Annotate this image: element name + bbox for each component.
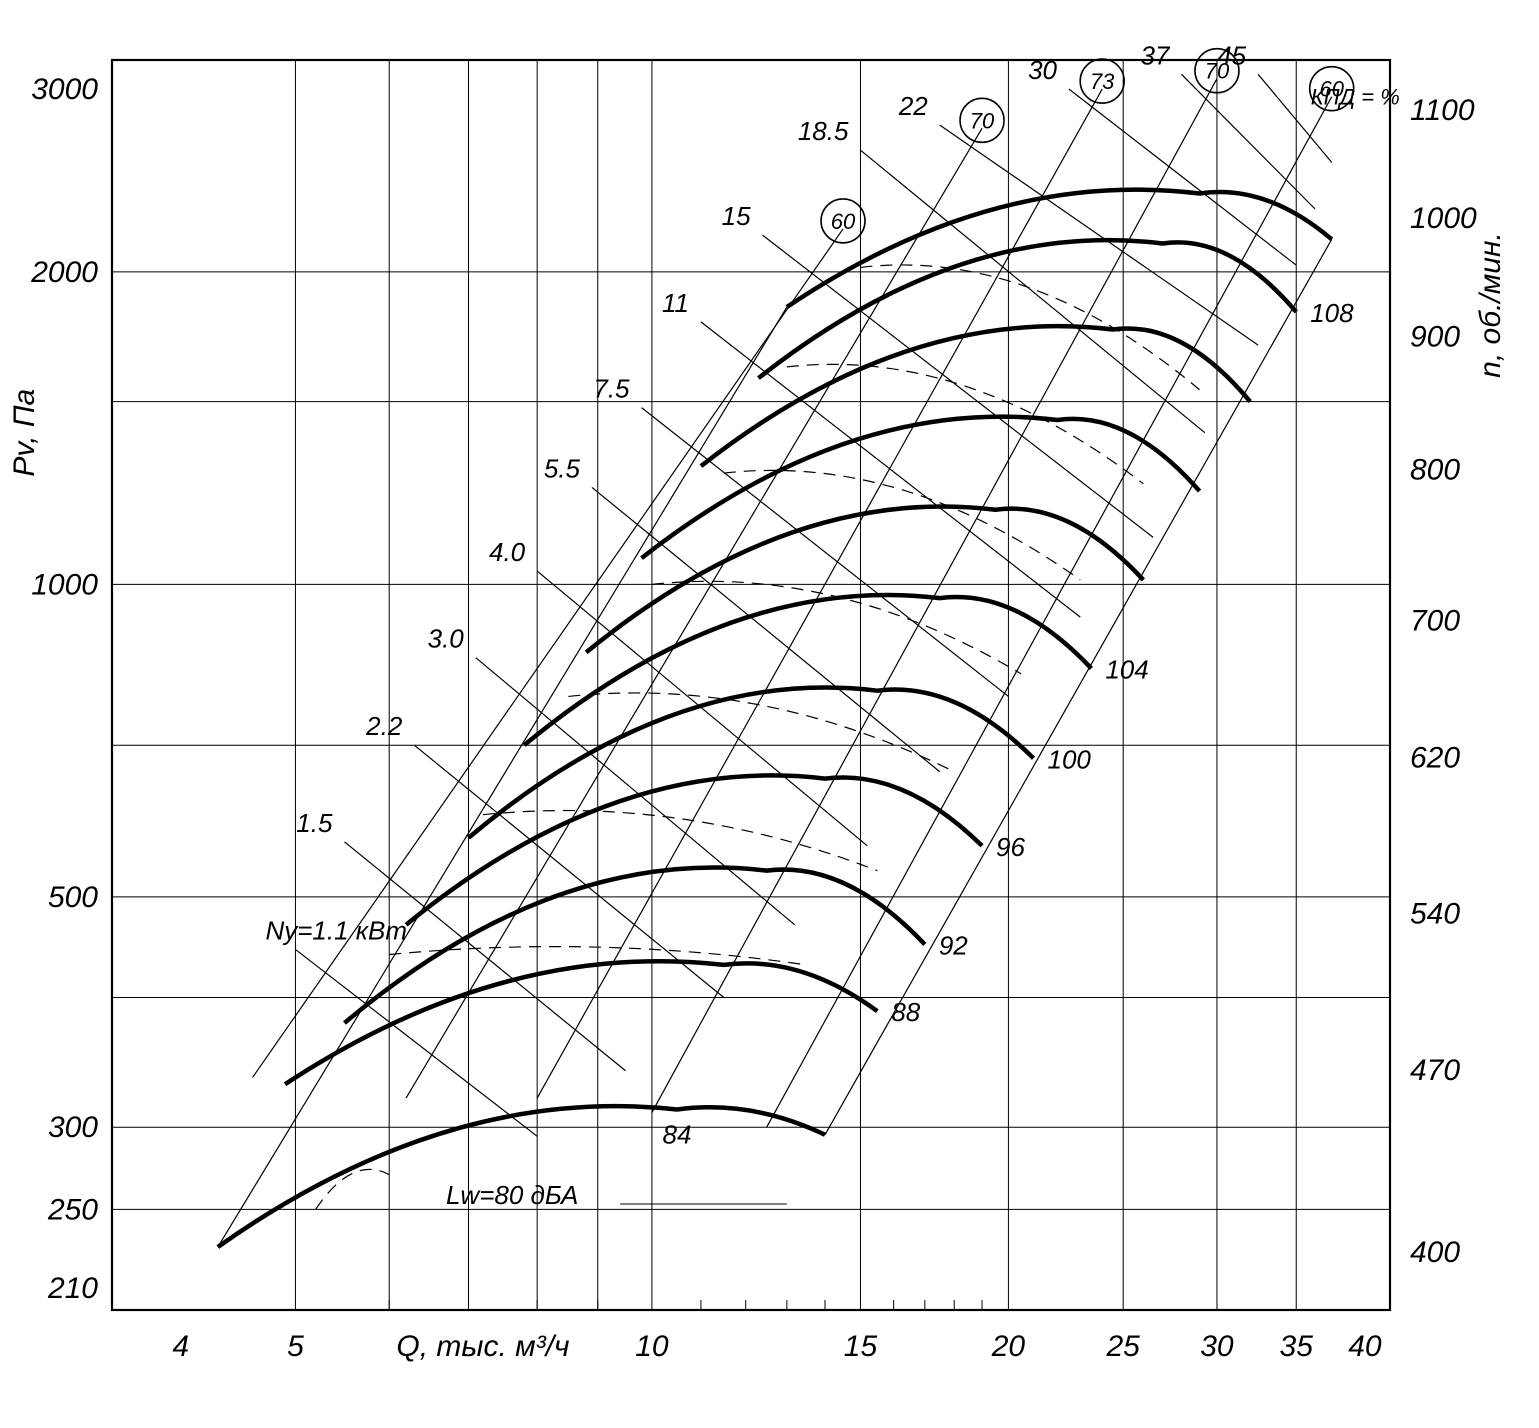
speed-curve [406, 775, 982, 924]
speed-curve [586, 507, 1143, 653]
speed-curve [642, 417, 1200, 558]
x-tick-label: 35 [1280, 1330, 1314, 1363]
power-label: 7.5 [593, 374, 630, 404]
efficiency-dash [316, 1169, 390, 1209]
power-label: 15 [722, 201, 751, 231]
power-label: 2.2 [365, 711, 403, 741]
y-right-tick-label: 1000 [1410, 202, 1477, 235]
power-label: 45 [1217, 40, 1246, 70]
y-tick-label: 2000 [30, 256, 98, 289]
efficiency-dash [787, 364, 1143, 483]
y-tick-label: 250 [47, 1193, 98, 1226]
power-label: Ny=1.1 кВт [265, 915, 407, 945]
efficiency-dash [483, 811, 877, 871]
y-axis-left-title: Pv, Па [8, 389, 41, 477]
y-tick-label: 500 [48, 881, 98, 914]
power-label: 30 [1028, 55, 1057, 85]
efficiency-value: 73 [1090, 69, 1115, 94]
x-tick-label: 20 [991, 1330, 1026, 1363]
x-tick-label: 15 [844, 1330, 878, 1363]
sound-level-label: 88 [891, 997, 920, 1027]
power-label: 18.5 [798, 116, 849, 146]
efficiency-line [253, 229, 843, 1078]
power-line [476, 658, 795, 925]
x-tick-label: 10 [635, 1330, 669, 1363]
sound-level-label: 108 [1310, 298, 1354, 328]
y-right-tick-label: 620 [1410, 741, 1460, 774]
power-line [940, 125, 1258, 345]
y-axis-right-title: n, об./мин. [1474, 232, 1507, 378]
speed-curve [524, 595, 1091, 745]
speed-curve [344, 868, 924, 1023]
efficiency-line [652, 79, 1217, 1113]
power-line [295, 949, 537, 1136]
y-tick-label: 1000 [31, 568, 98, 601]
power-line [592, 487, 940, 771]
y-right-tick-label: 700 [1410, 604, 1460, 637]
x-tick-label: 30 [1200, 1330, 1234, 1363]
efficiency-line [767, 97, 1332, 1128]
y-tick-label: 300 [48, 1111, 98, 1144]
kpd-note: КПД = % [1311, 85, 1400, 110]
x-axis-title: Q, тыс. м³/ч [396, 1330, 569, 1363]
power-label: 22 [898, 91, 928, 121]
sound-level-label: 104 [1105, 654, 1148, 684]
x-tick-label: 4 [172, 1330, 189, 1363]
x-tick-label: 5 [287, 1330, 304, 1363]
y-right-tick-label: 800 [1410, 454, 1460, 487]
y-right-tick-label: 1100 [1410, 94, 1475, 127]
sound-level-label: 96 [996, 832, 1025, 862]
fan-performance-chart: 4510152025303540Q, тыс. м³/ч210250300500… [0, 0, 1539, 1428]
sound-level-label: 92 [939, 930, 968, 960]
efficiency-dash [724, 470, 1080, 580]
power-label: 5.5 [544, 453, 581, 483]
power-label: 11 [662, 288, 689, 318]
power-line [701, 322, 1080, 617]
efficiency-value: 60 [831, 209, 856, 234]
y-tick-label: 3000 [31, 73, 98, 106]
power-line [344, 842, 625, 1071]
sound-level-label: 100 [1048, 744, 1092, 774]
y-right-tick-label: 400 [1410, 1236, 1460, 1269]
power-line [537, 571, 867, 846]
sound-note: Lw=80 дБА [446, 1180, 578, 1210]
y-right-tick-label: 540 [1410, 897, 1460, 930]
power-label: 37 [1141, 40, 1171, 70]
sound-level-label: 84 [663, 1120, 692, 1150]
efficiency-value: 70 [970, 108, 995, 133]
power-line [860, 150, 1204, 433]
efficiency-line [537, 89, 1102, 1098]
y-tick-label: 210 [47, 1272, 98, 1305]
x-tick-label: 40 [1348, 1330, 1382, 1363]
x-tick-label: 25 [1105, 1330, 1140, 1363]
power-label: 4.0 [489, 537, 526, 567]
power-label: 3.0 [428, 624, 465, 654]
y-right-tick-label: 900 [1410, 321, 1460, 354]
power-line [1181, 74, 1315, 209]
y-right-tick-label: 470 [1410, 1054, 1460, 1087]
plot-border [112, 60, 1390, 1310]
speed-curve [285, 961, 877, 1084]
power-label: 1.5 [296, 808, 333, 838]
